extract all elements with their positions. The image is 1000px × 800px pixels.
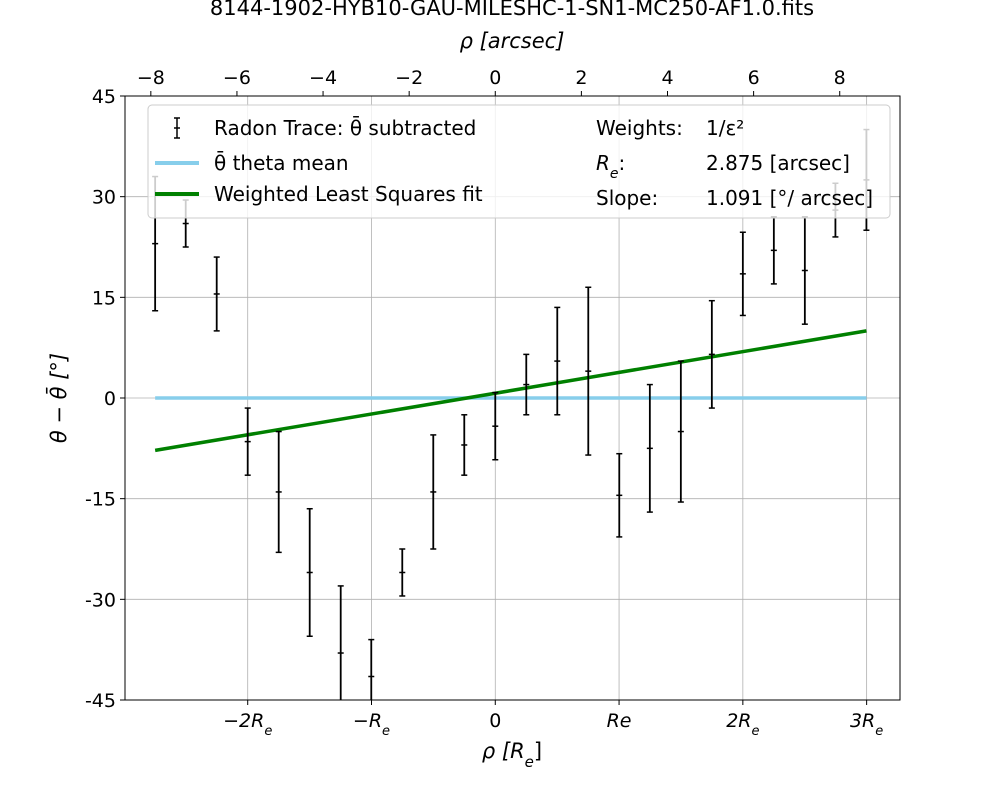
x-bottom-tick-label-main: Re — [607, 710, 632, 732]
x-top-tick-label: −2 — [395, 67, 423, 89]
x-top-tick-label: 2 — [575, 67, 587, 89]
errorbar-point — [801, 216, 808, 325]
legend-re-label-end: : — [619, 151, 626, 175]
errorbar-point — [430, 434, 437, 550]
plot-frame — [124, 95, 901, 701]
errorbar-point — [554, 306, 561, 416]
x-bottom-tick-label-main: 3R — [850, 710, 875, 732]
legend-label-theta-mean: θ̄ theta mean — [214, 150, 349, 175]
legend: Radon Trace: θ̄ subtracted θ̄ theta mean… — [147, 104, 891, 219]
x-bottom-tick-label: −2Re — [223, 710, 272, 739]
x-axis-bottom-label-main: ρ [R — [482, 739, 525, 763]
errorbar-point — [213, 256, 220, 332]
chart-title: 8144-1902-HYB10-GAU-MILESHC-1-SN1-MC250-… — [210, 0, 814, 20]
errorbar-group — [152, 128, 870, 700]
x-bottom-tick-label: −Re — [353, 710, 390, 739]
legend-errorbar-marker — [174, 117, 180, 139]
errorbar-point — [585, 286, 592, 456]
y-tick-label: 15 — [92, 287, 116, 309]
y-tick-label: 30 — [92, 187, 116, 209]
x-top-tick-label: −4 — [309, 67, 337, 89]
y-tick-label: -15 — [85, 489, 116, 511]
x-axis-bottom-label-sub: e — [525, 753, 534, 771]
x-bottom-tick-label-sub: e — [875, 724, 883, 739]
errorbar-point — [244, 407, 251, 476]
x-top-tick-label: 8 — [834, 67, 846, 89]
errorbar-point — [337, 585, 344, 700]
x-top-tick-label: 4 — [661, 67, 673, 89]
errorbar-point — [677, 360, 684, 503]
y-axis-label: θ − θ̄ [°] — [46, 353, 71, 443]
y-tick-label: 45 — [92, 86, 116, 108]
x-bottom-tick-label-sub: e — [751, 724, 759, 739]
plot-series — [152, 128, 870, 700]
errorbar-point — [399, 548, 406, 597]
legend-box — [147, 104, 891, 219]
errorbar-point — [708, 299, 715, 409]
legend-label-wls-fit: Weighted Least Squares fit — [214, 182, 483, 206]
x-bottom-tick-label-main: −2R — [223, 710, 264, 732]
errorbar-point — [770, 216, 777, 285]
errorbar-point — [616, 452, 623, 538]
legend-re-label: Re: — [596, 151, 625, 182]
x-bottom-tick-label: Re — [607, 710, 632, 732]
x-bottom-tick-label: 0 — [489, 710, 501, 732]
legend-label-radon-trace: Radon Trace: θ̄ subtracted — [214, 115, 476, 140]
errorbar-point — [275, 430, 282, 554]
errorbar-point — [306, 507, 313, 637]
errorbar-point — [461, 414, 468, 476]
legend-weights-label: Weights: — [596, 116, 683, 140]
y-tick-label: -30 — [85, 589, 116, 611]
legend-re-value: 2.875 [arcsec] — [706, 151, 850, 175]
errorbar-point — [523, 353, 530, 416]
x-bottom-tick-label: 2Re — [726, 710, 759, 739]
x-top-tick-label: −8 — [137, 67, 165, 89]
wls-fit-line — [154, 329, 867, 453]
x-top-tick-label: 0 — [489, 67, 501, 89]
x-axis-bottom-label-end: ] — [534, 739, 542, 763]
legend-slope-value: 1.091 [°/ arcsec] — [706, 186, 873, 210]
x-axis-top-label: ρ [arcsec] — [460, 29, 565, 53]
errorbar-point — [646, 383, 653, 513]
x-bottom-tick-label-sub: e — [382, 724, 390, 739]
errorbar-point — [739, 231, 746, 317]
x-bottom-tick-label-main: 2R — [726, 710, 751, 732]
legend-re-label-sub: e — [610, 166, 619, 182]
legend-slope-label: Slope: — [596, 186, 658, 210]
x-bottom-tick-label-sub: e — [264, 724, 272, 739]
errorbar-point — [492, 391, 499, 461]
x-bottom-tick-label-main: −R — [353, 710, 382, 732]
y-tick-label: -45 — [85, 690, 116, 712]
x-top-tick-label: 6 — [748, 67, 760, 89]
legend-re-label-main: R — [596, 151, 610, 175]
x-top-tick-label: −6 — [223, 67, 251, 89]
errorbar-point — [368, 638, 375, 700]
x-bottom-tick-label: 3Re — [850, 710, 883, 739]
x-bottom-tick-label-main: 0 — [489, 710, 501, 732]
x-axis-bottom-label: ρ [Re] — [482, 739, 542, 771]
y-tick-label: 0 — [104, 388, 116, 410]
legend-weights-value: 1/ε² — [706, 116, 744, 140]
